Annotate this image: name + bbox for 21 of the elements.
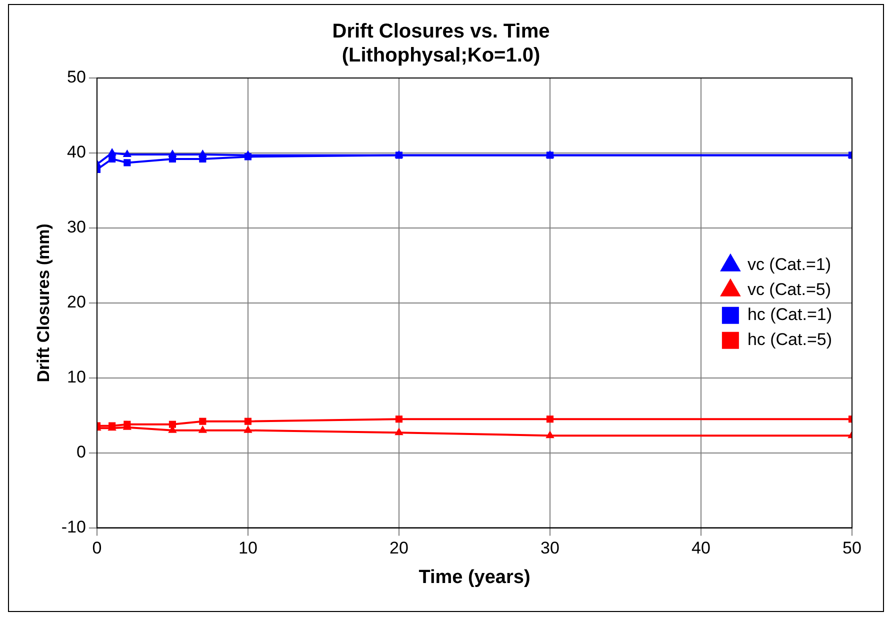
- y-tick-label: 30: [67, 218, 86, 237]
- legend-label: vc (Cat.=1): [747, 255, 832, 274]
- y-tick-label: 40: [67, 142, 86, 162]
- text: Drift Closures vs. Time: [332, 20, 550, 43]
- legend-label: hc (Cat.=5): [747, 330, 832, 350]
- legend-label: vc (Cat.=5): [747, 280, 832, 300]
- y-tick-label: 0: [76, 442, 86, 462]
- y-tick-label: 50: [67, 68, 86, 87]
- y-tick-label: 10: [67, 368, 86, 387]
- y-axis-title: Drift Closures (mm): [34, 224, 53, 382]
- x-tick-label: 50: [842, 538, 862, 558]
- x-tick-label: 30: [540, 538, 560, 558]
- x-tick-label: 10: [238, 538, 258, 558]
- legend-label: hc (Cat.=1): [747, 305, 832, 324]
- x-tick-label: 40: [692, 538, 710, 558]
- text: (Lithophysal;Ko=1.0): [342, 44, 540, 67]
- y-tick-label: -10: [61, 517, 86, 536]
- x-tick-label: 20: [390, 538, 408, 558]
- x-tick-label: 0: [92, 538, 102, 558]
- y-tick-label: 20: [67, 292, 86, 312]
- x-axis-title: Time (years): [418, 566, 530, 588]
